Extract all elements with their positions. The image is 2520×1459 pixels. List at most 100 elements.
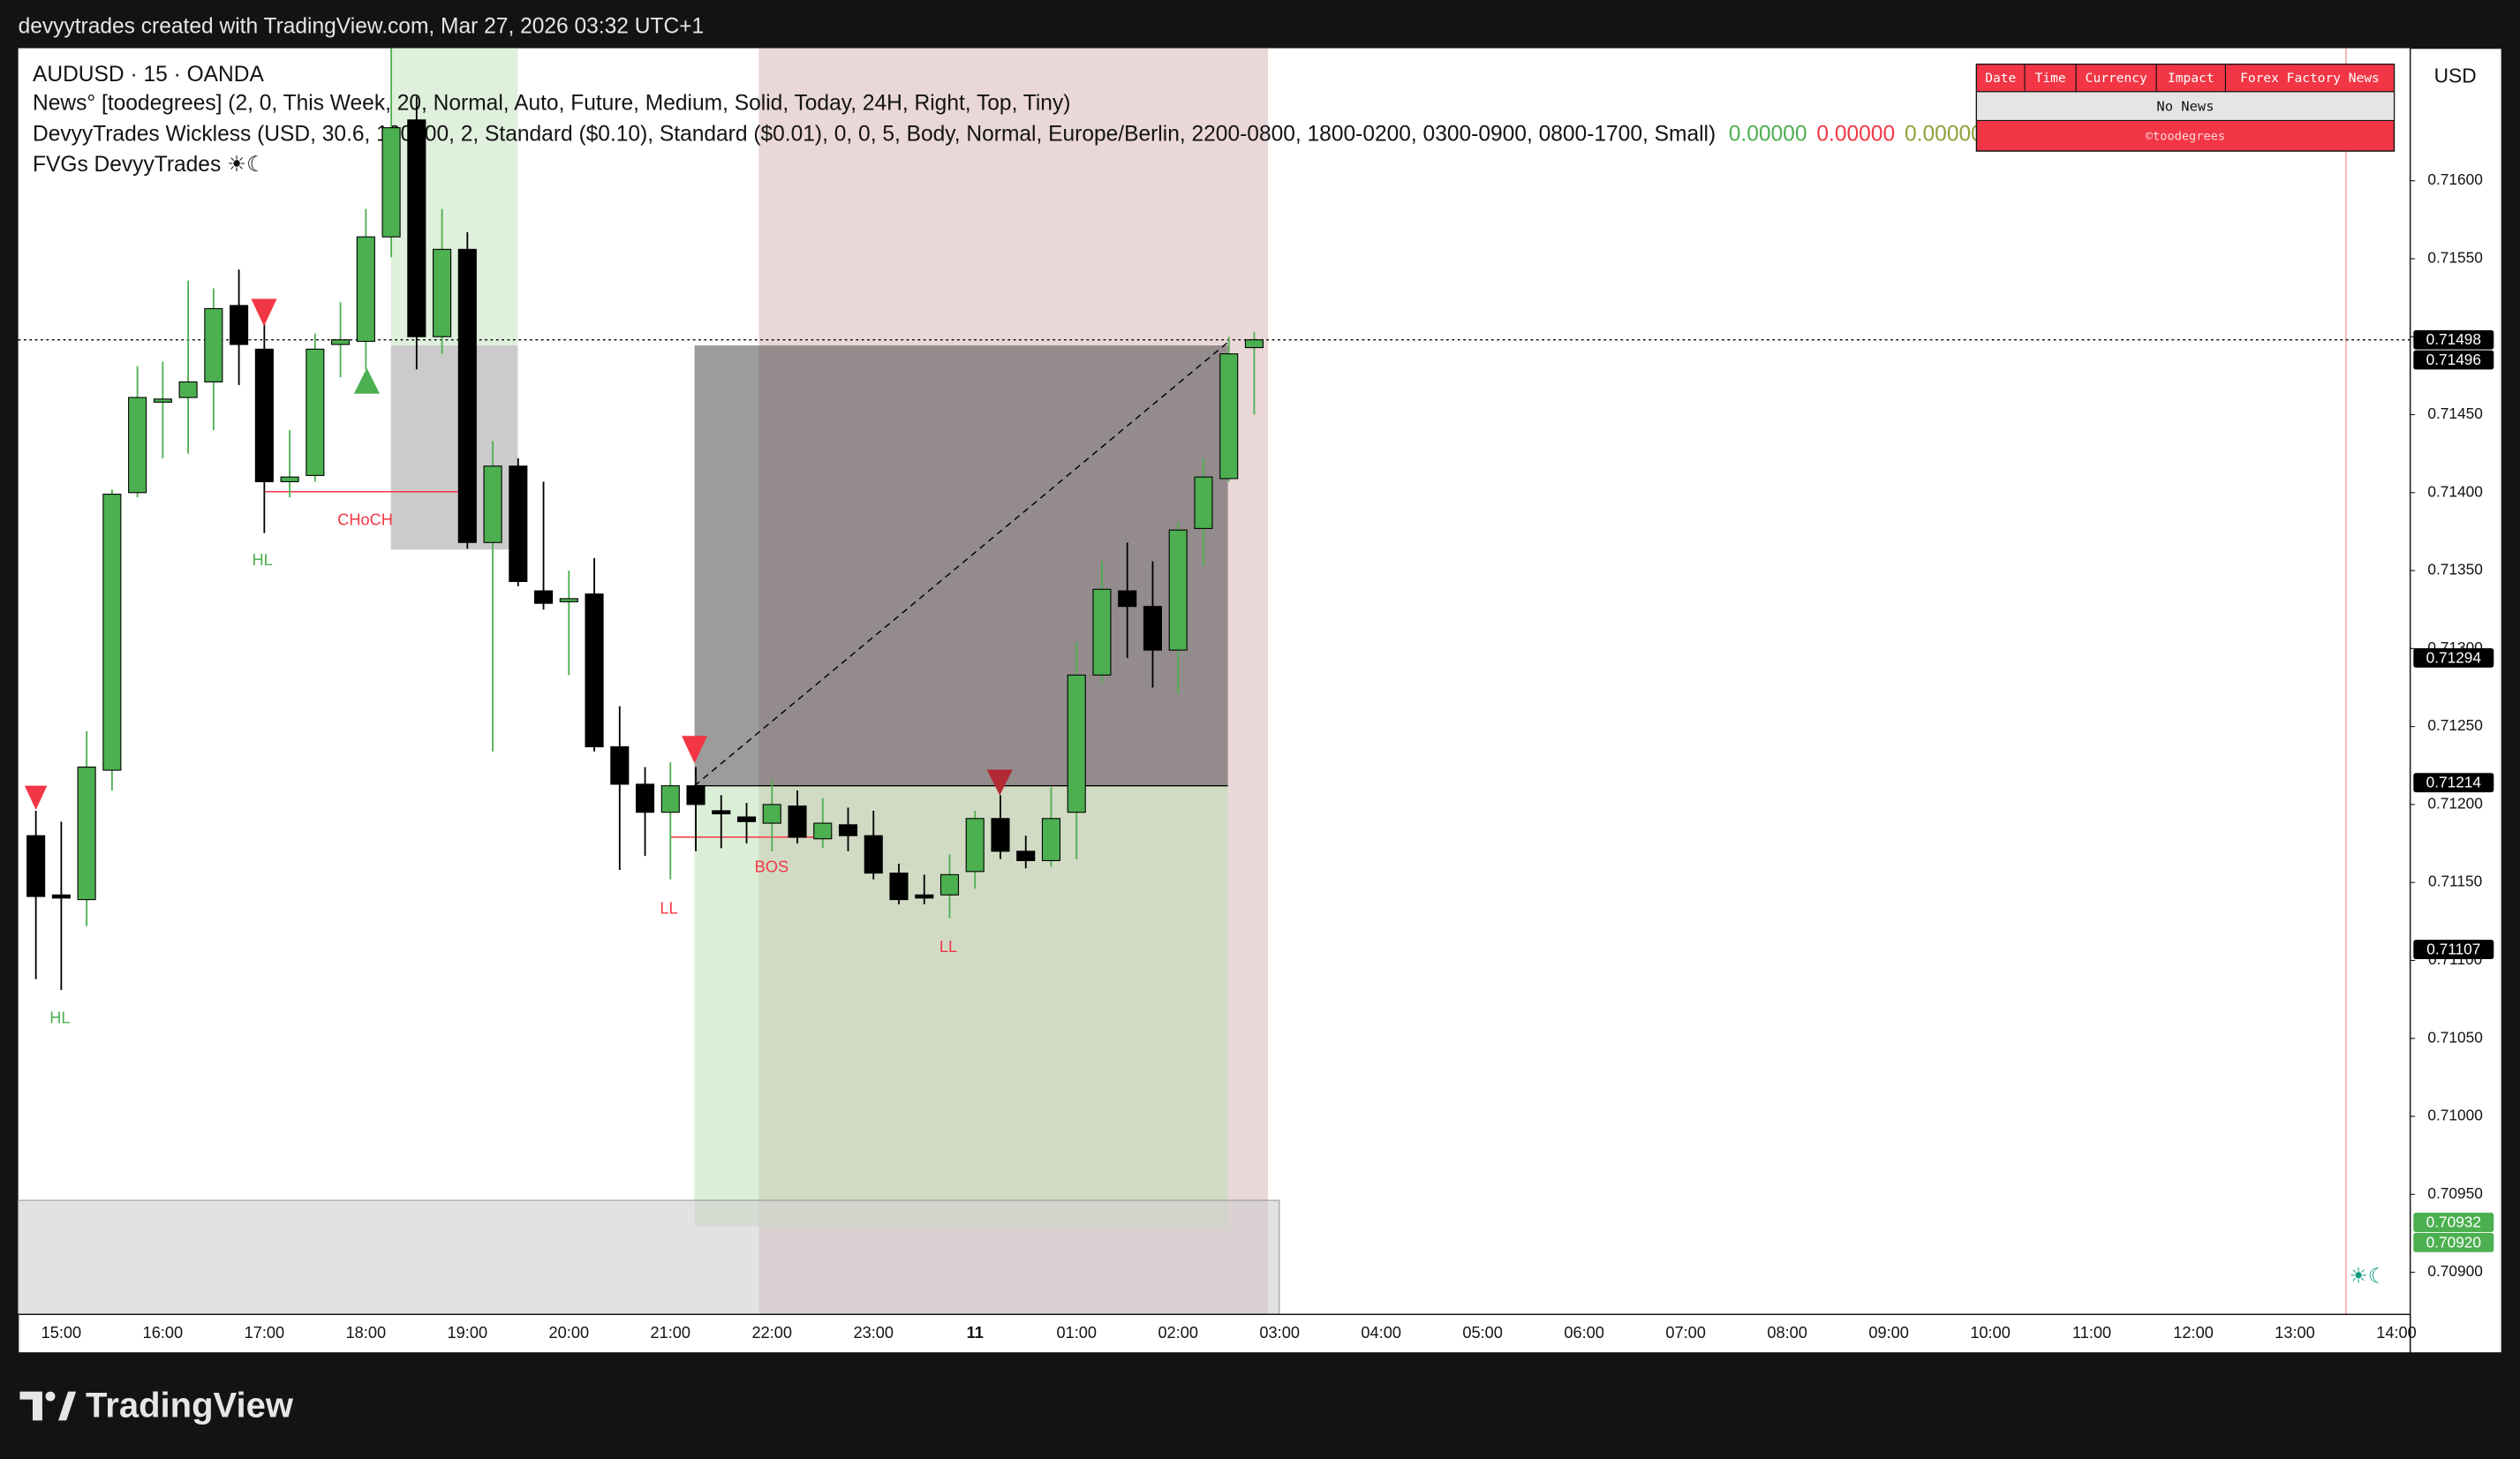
indicator-value: 0.00000 <box>1905 122 1983 146</box>
table-header: Currency <box>2086 71 2147 86</box>
annotation: HL <box>49 1009 70 1026</box>
annotation: BOS <box>755 858 788 875</box>
indicator: News° [toodegrees] (2, 0, This Week, 20,… <box>33 92 1070 116</box>
caption: devyytrades created with TradingView.com… <box>19 14 705 38</box>
x-tick-label: 16:00 <box>143 1324 184 1342</box>
candle-body <box>1143 606 1163 651</box>
price-label: 0.70932 <box>2426 1213 2481 1231</box>
symbol: AUDUSD · 15 · OANDA <box>33 63 265 87</box>
candle-body <box>736 816 757 822</box>
candle-body <box>356 236 375 343</box>
x-tick-label: 01:00 <box>1056 1324 1097 1342</box>
x-tick-label: 03:00 <box>1259 1324 1300 1342</box>
price-label: 0.70920 <box>2426 1233 2481 1251</box>
news-table: Date Time Currency Impact Forex Factory News… <box>1975 64 2396 152</box>
candle-body <box>1168 529 1188 651</box>
indicator-value: 0.00000 <box>1816 122 1895 146</box>
price-label-box <box>2413 648 2494 668</box>
x-tick-label: 14:00 <box>2376 1324 2417 1342</box>
x-tick-label: 08:00 <box>1767 1324 1807 1342</box>
candle-body <box>26 835 46 897</box>
x-tick-label: 07:00 <box>1665 1324 1706 1342</box>
table-header-cell <box>2224 64 2396 93</box>
candle-body <box>433 248 452 337</box>
candle-body <box>660 785 680 813</box>
y-tick-label: 0.71550 <box>2427 249 2482 267</box>
annotation: HL <box>253 551 273 569</box>
candle-body <box>610 746 630 785</box>
x-tick-label: 21:00 <box>651 1324 691 1342</box>
x-tick-label: 10:00 <box>1970 1324 2011 1342</box>
table-row <box>1975 91 2396 121</box>
candle-body <box>331 339 351 345</box>
candle-body <box>712 810 731 815</box>
x-tick-label: 18:00 <box>346 1324 387 1342</box>
candle-body <box>1118 590 1137 608</box>
zone <box>694 785 1228 1227</box>
candle-body <box>991 818 1010 852</box>
candle-body <box>965 818 985 873</box>
price-label-box <box>2413 350 2494 370</box>
table-header: Date <box>1985 71 2016 86</box>
candle-body <box>51 894 71 899</box>
table-cell: No News <box>2156 98 2214 114</box>
candle-body <box>534 590 554 604</box>
candles <box>26 48 1264 991</box>
zones <box>18 48 2411 1315</box>
candle-body <box>280 476 299 482</box>
annotation: CHoCH <box>337 510 393 528</box>
legend: AUDUSD · 15 · OANDA News° [toodegrees] (… <box>33 63 1716 177</box>
price-label: 0.71107 <box>2426 941 2480 958</box>
signal-down <box>251 299 277 327</box>
y-tick-label: 0.71150 <box>2428 873 2482 890</box>
candle-body <box>407 119 426 337</box>
candle-body <box>915 894 934 899</box>
candle-body <box>1016 850 1036 862</box>
table-header: Time <box>2035 71 2066 86</box>
y-tick-label: 0.71450 <box>2427 404 2482 422</box>
candle-body <box>230 305 249 345</box>
indicator: DevyyTrades Wickless (USD, 30.6, 100000,… <box>33 122 1716 146</box>
footer: TradingView <box>19 1386 294 1425</box>
price-label-box <box>2413 329 2494 350</box>
price-label-box <box>2413 1232 2494 1252</box>
candle-body <box>509 465 528 582</box>
x-tick-label: 05:00 <box>1462 1324 1503 1342</box>
zone <box>18 1199 1280 1315</box>
signal-down <box>682 736 708 764</box>
candle-body <box>153 398 172 403</box>
x-tick-label: 17:00 <box>245 1324 285 1342</box>
x-tick-label: 11 <box>967 1324 984 1342</box>
candle-body <box>788 805 807 838</box>
logo <box>19 1391 42 1421</box>
signal-down <box>986 769 1013 796</box>
time-axis <box>17 1313 2411 1354</box>
y-tick-label: 0.71250 <box>2427 716 2482 734</box>
y-tick-label: 0.71400 <box>2427 482 2482 500</box>
icon: ☀︎☾ <box>2350 1266 2387 1289</box>
table-header: Impact <box>2168 71 2214 86</box>
candle-body <box>1067 674 1086 813</box>
candle-body <box>204 307 223 382</box>
x-tick-label: 15:00 <box>41 1324 82 1342</box>
x-tick-label: 12:00 <box>2173 1324 2214 1342</box>
candle-body <box>306 348 325 476</box>
x-tick-label: 23:00 <box>853 1324 894 1342</box>
candle-body <box>178 381 198 398</box>
candle-body <box>585 593 604 748</box>
y-tick-label: 0.71350 <box>2427 561 2482 578</box>
candle-body <box>128 397 147 494</box>
candle-body <box>762 804 781 824</box>
candle-body <box>1092 588 1112 676</box>
x-tick-label: 22:00 <box>752 1324 793 1342</box>
candle-body <box>1194 476 1213 529</box>
candle-body <box>381 127 401 238</box>
table-header-cell <box>2024 64 2077 93</box>
annotation: LL <box>939 938 957 956</box>
x-tick-label: 09:00 <box>1868 1324 1909 1342</box>
y-tick-label: 0.70950 <box>2427 1184 2482 1202</box>
candle-body <box>635 783 655 813</box>
table-header-cell <box>1975 64 2026 93</box>
